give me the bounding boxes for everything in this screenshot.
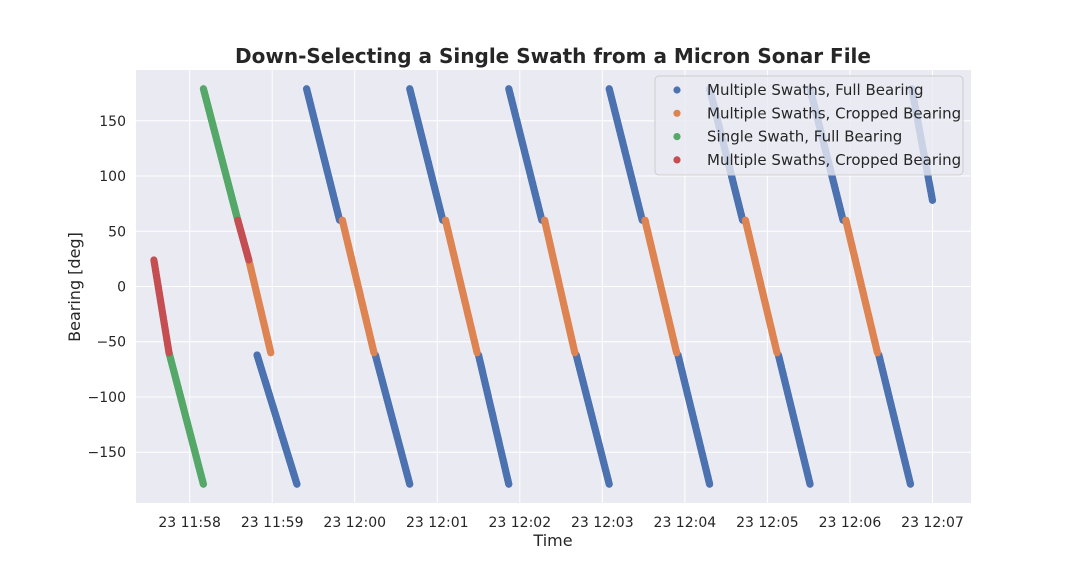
data-point bbox=[706, 480, 714, 488]
data-point bbox=[673, 349, 681, 357]
data-point bbox=[571, 349, 579, 357]
legend-marker bbox=[673, 156, 681, 164]
legend-label: Single Swath, Full Bearing bbox=[707, 128, 902, 146]
legend-label: Multiple Swaths, Full Bearing bbox=[707, 81, 924, 99]
x-tick-label: 23 12:04 bbox=[654, 515, 717, 531]
y-tick-label: 0 bbox=[117, 280, 126, 296]
x-tick-label: 23 11:59 bbox=[241, 515, 304, 531]
y-tick-label: −50 bbox=[96, 335, 126, 351]
y-tick-label: −100 bbox=[88, 390, 126, 406]
legend-label: Multiple Swaths, Cropped Bearing bbox=[707, 151, 961, 169]
data-point bbox=[806, 480, 814, 488]
data-point bbox=[267, 349, 275, 357]
x-tick-labels: 23 11:58 23 11:59 23 12:00 23 12:01 23 12:02… bbox=[158, 515, 963, 531]
data-point bbox=[605, 480, 613, 488]
x-tick-label: 23 12:05 bbox=[736, 515, 799, 531]
x-tick-label: 23 11:58 bbox=[158, 515, 221, 531]
data-point bbox=[406, 480, 414, 488]
legend-marker bbox=[673, 86, 681, 94]
legend-marker bbox=[673, 109, 681, 117]
x-tick-label: 23 12:07 bbox=[901, 515, 964, 531]
y-tick-label: 150 bbox=[99, 114, 126, 130]
x-tick-label: 23 12:01 bbox=[406, 515, 469, 531]
y-tick-labels: 150 100 50 0 −50 −100 −150 bbox=[88, 114, 126, 461]
x-axis-label: Time bbox=[532, 531, 572, 550]
data-point bbox=[773, 349, 781, 357]
y-tick-label: 100 bbox=[99, 169, 126, 185]
legend-marker bbox=[673, 133, 681, 141]
chart-title: Down-Selecting a Single Swath from a Mic… bbox=[235, 44, 871, 68]
data-point bbox=[293, 480, 301, 488]
x-tick-label: 23 12:00 bbox=[323, 515, 386, 531]
x-tick-label: 23 12:06 bbox=[819, 515, 882, 531]
data-point bbox=[370, 349, 378, 357]
x-tick-label: 23 12:03 bbox=[571, 515, 634, 531]
y-axis-label: Bearing [deg] bbox=[65, 232, 84, 342]
legend: Multiple Swaths, Full Bearing Multiple Sw… bbox=[654, 75, 964, 176]
data-point bbox=[505, 480, 513, 488]
data-point bbox=[165, 349, 173, 357]
y-tick-label: −150 bbox=[88, 445, 126, 461]
data-point bbox=[473, 349, 481, 357]
y-tick-label: 50 bbox=[108, 224, 126, 240]
data-point bbox=[199, 480, 208, 488]
data-point bbox=[873, 349, 882, 357]
data-point bbox=[906, 480, 915, 488]
data-point bbox=[928, 196, 937, 204]
x-tick-label: 23 12:02 bbox=[488, 515, 551, 531]
data-point bbox=[245, 256, 253, 264]
legend-label: Multiple Swaths, Cropped Bearing bbox=[707, 104, 961, 122]
